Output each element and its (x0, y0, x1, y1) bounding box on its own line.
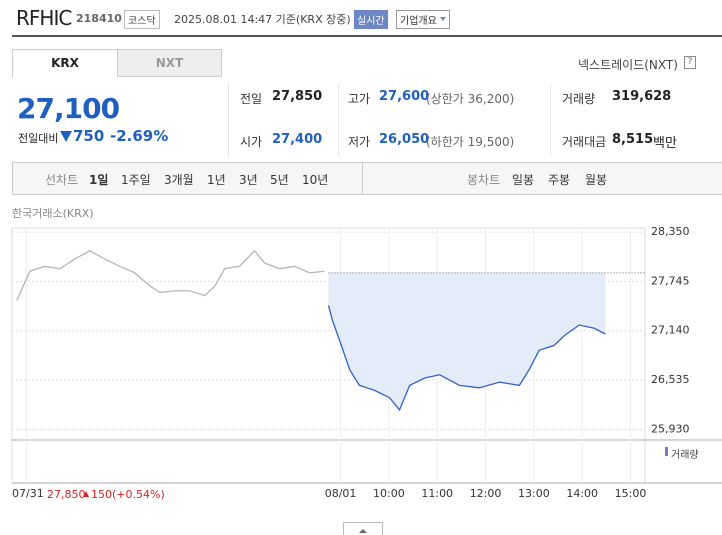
timestamp: 2025.08.01 14:47 기준(KRX 장중) (174, 13, 351, 26)
period-divider (362, 163, 363, 194)
stat-extra: (상한가 36,200) (426, 92, 515, 106)
realtime-badge: 실시간 (354, 10, 388, 29)
x-tick-label: 11:00 (421, 487, 453, 500)
x-tick-label: 12:00 (470, 487, 502, 500)
y-tick-label: 26,535 (651, 373, 690, 386)
chart-subtitle: 한국거래소(KRX) (12, 207, 94, 220)
stat-value: 8,515 (612, 132, 654, 147)
price-line (327, 305, 606, 412)
x-tick-label: 10:00 (373, 487, 405, 500)
plot-frame (11, 227, 646, 484)
help-icon[interactable]: ? (684, 56, 696, 69)
header-rule (12, 35, 722, 37)
candle-option[interactable]: 월봉 (585, 173, 608, 187)
y-tick-label: 27,140 (651, 324, 690, 337)
y-tick-label: 25,930 (651, 422, 690, 435)
stock-name: RFHIC (16, 6, 72, 30)
prev-change: 150 (91, 488, 112, 501)
stat-label: 고가 (348, 92, 371, 106)
stat-unit: 백만 (653, 136, 677, 151)
stat-label: 저가 (348, 135, 371, 149)
x-tick-label: 07/31 (12, 487, 44, 500)
caret-icon (439, 17, 446, 24)
change-label: 전일대비 (18, 132, 59, 145)
x-tick-label: 13:00 (518, 487, 550, 500)
stat-label: 거래량 (562, 92, 596, 106)
up-arrow (83, 491, 89, 497)
collapse-handle[interactable] (343, 522, 383, 535)
divider (550, 84, 551, 156)
legend-label: 거래량 (671, 450, 699, 461)
stat-value: 27,850 (272, 89, 323, 104)
stat-label: 전일 (240, 92, 263, 106)
nxt-link[interactable]: 넥스트레이드(NXT) (578, 58, 678, 72)
period-option[interactable]: 3개월 (164, 173, 194, 187)
stat-value: 27,400 (272, 132, 323, 147)
legend-swatch (665, 447, 668, 456)
area-fill (328, 272, 606, 410)
y-tick-label: 27,745 (651, 274, 690, 287)
tab-nxt[interactable]: NXT (117, 49, 222, 77)
prev-close-price: 27,850 (47, 488, 86, 501)
down-arrow (60, 131, 72, 142)
divider (338, 84, 339, 156)
prev-rate: (+0.54%) (112, 488, 165, 501)
period-option[interactable]: 1주일 (121, 173, 151, 187)
caret-icon (359, 525, 367, 533)
x-tick-label: 08/01 (325, 487, 357, 500)
price-line (16, 249, 325, 301)
change-value: 750 (73, 127, 105, 145)
period-option[interactable]: 1일 (89, 173, 109, 187)
x-tick-label: 15:00 (615, 487, 647, 500)
period-bar (12, 162, 722, 195)
stat-extra: (하한가 19,500) (426, 135, 515, 149)
period-option[interactable]: 5년 (270, 173, 289, 187)
current-price: 27,100 (17, 92, 120, 125)
stat-label: 거래대금 (562, 135, 607, 149)
change-rate: -2.69% (110, 127, 169, 145)
period-option[interactable]: 10년 (302, 173, 329, 187)
y-tick-label: 28,350 (651, 225, 690, 238)
stat-value: 27,600 (379, 89, 430, 104)
line-chart-label: 선차트 (45, 173, 79, 187)
period-option[interactable]: 3년 (239, 173, 258, 187)
company-info-text: 기업개요 (400, 16, 437, 27)
x-tick-label: 14:00 (566, 487, 598, 500)
market-badge: 코스닥 (124, 10, 160, 29)
stat-value: 319,628 (612, 89, 672, 104)
company-info-button[interactable]: 기업개요 (396, 10, 450, 29)
candle-option[interactable]: 일봉 (512, 173, 535, 187)
divider (228, 84, 229, 156)
stat-label: 시가 (240, 135, 263, 149)
period-option[interactable]: 1년 (207, 173, 226, 187)
stock-code: 218410 (76, 12, 122, 25)
stat-value: 26,050 (379, 132, 430, 147)
candle-option[interactable]: 주봉 (548, 173, 571, 187)
candle-chart-label: 봉차트 (467, 173, 501, 187)
tab-krx[interactable]: KRX (12, 49, 118, 77)
